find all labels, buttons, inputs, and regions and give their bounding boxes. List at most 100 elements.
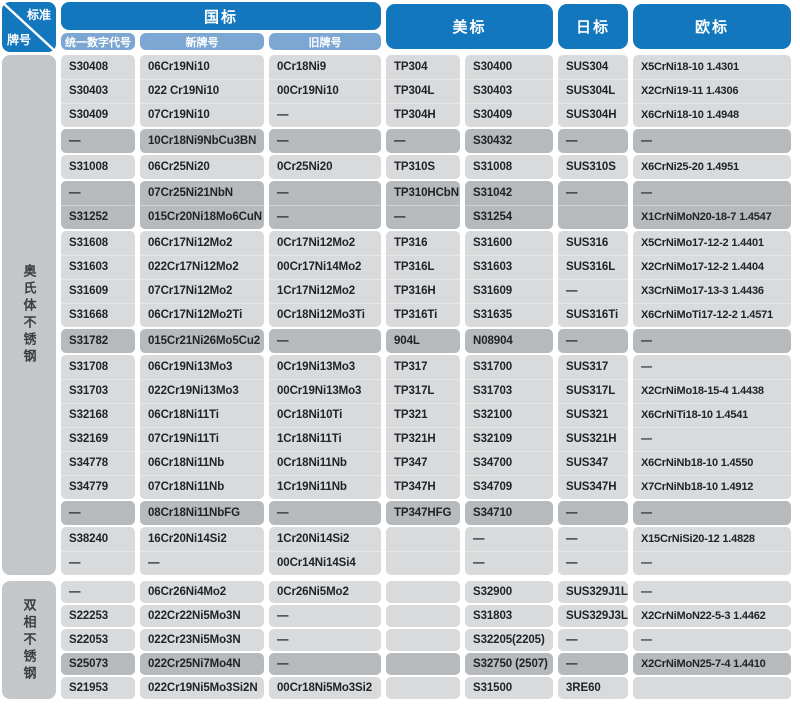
row-group: S38240 16Cr20Ni14Si2 1Cr20Ni14Si2— — X15CrNi… <box>61 527 795 575</box>
cell-new-grade: 022Cr25Ni7Mo4N <box>140 653 264 675</box>
cell-uns-grade: S31600 <box>465 231 553 255</box>
cell-unified-code: S22253 <box>61 605 135 627</box>
cell-astm-grade: TP316 <box>386 231 460 255</box>
cell-astm-grade: TP316Ti <box>386 303 460 327</box>
cell-new-grade: 015Cr20Ni18Mo6CuN <box>140 205 264 229</box>
cell-old-grade: 1Cr17Ni12Mo2 <box>269 279 381 303</box>
cell-en-grade: X1CrNiMoN20-18-7 1.4547 <box>633 205 791 229</box>
cell-unified-code: — <box>61 129 135 153</box>
table-row: S31703 022Cr19Ni13Mo3 00Cr19Ni13Mo3 TP317L S… <box>61 379 795 403</box>
cell-jis-grade: — <box>558 279 628 303</box>
cell-en-grade: — <box>633 129 791 153</box>
cell-new-grade: 022Cr17Ni12Mo2 <box>140 255 264 279</box>
cell-en-grade: X7CrNiNb18-10 1.4912 <box>633 475 791 499</box>
cell-en-grade: X15CrNiSi20-12 1.4828 <box>633 527 791 551</box>
cell-en-grade: X6CrNi25-20 1.4951 <box>633 155 791 179</box>
cell-uns-grade: S30403 <box>465 79 553 103</box>
table-row: S21953 022Cr19Ni5Mo3Si2N 00Cr18Ni5Mo3Si2 S3… <box>61 677 795 699</box>
cell-en-grade: X2CrNiMoN22-5-3 1.4462 <box>633 605 791 627</box>
cell-en-grade: — <box>633 427 791 451</box>
cell-jis-grade: SUS316L <box>558 255 628 279</box>
corner-label-standard: 标准 <box>26 8 51 22</box>
cell-unified-code: S21953 <box>61 677 135 699</box>
cell-astm-grade: TP310S <box>386 155 460 179</box>
section-label-duplex: 双相不锈钢 <box>2 581 56 699</box>
cell-unified-code: S34778 <box>61 451 135 475</box>
cell-unified-code: S31008 <box>61 155 135 179</box>
cell-new-grade: 06Cr26Ni4Mo2 <box>140 581 264 603</box>
cell-old-grade: 1Cr19Ni11Nb <box>269 475 381 499</box>
cell-en-grade: X6CrNiTi18-10 1.4541 <box>633 403 791 427</box>
header-gb: 国标 <box>61 2 381 30</box>
row-group: —08Cr18Ni11NbFG — TP347HFG S34710— — <box>61 501 795 525</box>
header-us: 美标 <box>386 4 553 49</box>
cell-unified-code: S31252 <box>61 205 135 229</box>
cell-jis-grade: SUS329J1L <box>558 581 628 603</box>
cell-new-grade: 07Cr25Ni21NbN <box>140 181 264 205</box>
cell-old-grade: 00Cr18Ni5Mo3Si2 <box>269 677 381 699</box>
cell-unified-code: S31782 <box>61 329 135 353</box>
row-group: S30408 06Cr19Ni10 0Cr18Ni9 TP304 S30400 SUS30… <box>61 55 795 127</box>
cell-unified-code: — <box>61 501 135 525</box>
header-eu: 欧标 <box>633 4 791 49</box>
cell-jis-grade: — <box>558 527 628 551</box>
cell-uns-grade: S32900 <box>465 581 553 603</box>
cell-jis-grade: SUS304 <box>558 55 628 79</box>
cell-uns-grade: S32205(2205) <box>465 629 553 651</box>
cell-unified-code: — <box>61 581 135 603</box>
cell-uns-grade: S31803 <box>465 605 553 627</box>
cell-jis-grade: SUS347 <box>558 451 628 475</box>
table-row: S31782 015Cr21Ni26Mo5Cu2—904L N08904— — <box>61 329 795 353</box>
cell-new-grade: 06Cr17Ni12Mo2Ti <box>140 303 264 327</box>
cell-en-grade: X3CrNiMo17-13-3 1.4436 <box>633 279 791 303</box>
cell-new-grade: 07Cr17Ni12Mo2 <box>140 279 264 303</box>
cell-uns-grade: S30432 <box>465 129 553 153</box>
table-row: S30408 06Cr19Ni10 0Cr18Ni9 TP304 S30400 SUS30… <box>61 55 795 79</box>
cell-new-grade: 06Cr19Ni13Mo3 <box>140 355 264 379</box>
cell-astm-grade <box>386 653 460 675</box>
row-group: S21953 022Cr19Ni5Mo3Si2N 00Cr18Ni5Mo3Si2 S3… <box>61 677 795 699</box>
table-row: —07Cr25Ni21NbN — TP310HCbN S31042— — <box>61 181 795 205</box>
cell-old-grade: 0Cr18Ni11Nb <box>269 451 381 475</box>
cell-jis-grade: — <box>558 329 628 353</box>
cell-jis-grade: SUS317L <box>558 379 628 403</box>
cell-uns-grade: S31603 <box>465 255 553 279</box>
cell-uns-grade: S34710 <box>465 501 553 525</box>
cell-jis-grade: SUS317 <box>558 355 628 379</box>
cell-new-grade: 022Cr22Ni5Mo3N <box>140 605 264 627</box>
cell-old-grade: 1Cr20Ni14Si2 <box>269 527 381 551</box>
row-group: —10Cr18Ni9NbCu3BN — — S30432— — <box>61 129 795 153</box>
table-row: S22053 022Cr23Ni5Mo3N — S32205(2205) — — <box>61 629 795 651</box>
cell-new-grade: 07Cr18Ni11Nb <box>140 475 264 499</box>
table-row: —10Cr18Ni9NbCu3BN — — S30432— — <box>61 129 795 153</box>
table-row: S38240 16Cr20Ni14Si2 1Cr20Ni14Si2— — X15CrNi… <box>61 527 795 551</box>
cell-uns-grade: S31700 <box>465 355 553 379</box>
cell-old-grade: 0Cr25Ni20 <box>269 155 381 179</box>
cell-astm-grade: TP304L <box>386 79 460 103</box>
cell-jis-grade: SUS321H <box>558 427 628 451</box>
cell-jis-grade: 3RE60 <box>558 677 628 699</box>
table-row: S31603 022Cr17Ni12Mo2 00Cr17Ni14Mo2 TP316L S… <box>61 255 795 279</box>
cell-old-grade: — <box>269 501 381 525</box>
section-rows: —06Cr26Ni4Mo2 0Cr26Ni5Mo2 S32900 SUS329J1L —… <box>61 581 795 699</box>
cell-astm-grade <box>386 551 460 575</box>
cell-uns-grade: S31008 <box>465 155 553 179</box>
cell-unified-code: S30403 <box>61 79 135 103</box>
cell-old-grade: — <box>269 605 381 627</box>
row-group: S25073 022Cr25Ni7Mo4N — S32750 (2507) — X2CrN… <box>61 653 795 675</box>
cell-old-grade: 00Cr14Ni14Si4 <box>269 551 381 575</box>
cell-old-grade: — <box>269 181 381 205</box>
header-new-grade: 新牌号 <box>140 33 264 50</box>
cell-new-grade: 022 Cr19Ni10 <box>140 79 264 103</box>
row-group: S31708 06Cr19Ni13Mo3 0Cr19Ni13Mo3 TP317 S317… <box>61 355 795 499</box>
header-old-grade: 旧牌号 <box>269 33 381 50</box>
cell-jis-grade: — <box>558 551 628 575</box>
table-row: S31609 07Cr17Ni12Mo2 1Cr17Ni12Mo2 TP316H S31… <box>61 279 795 303</box>
section-duplex: 双相不锈钢 —06Cr26Ni4Mo2 0Cr26Ni5Mo2 S32900 SUS32… <box>2 581 795 699</box>
cell-unified-code: S22053 <box>61 629 135 651</box>
cell-old-grade: 0Cr18Ni12Mo3Ti <box>269 303 381 327</box>
cell-en-grade: X5CrNiMo17-12-2 1.4401 <box>633 231 791 255</box>
cell-jis-grade: SUS316 <box>558 231 628 255</box>
cell-en-grade: — <box>633 629 791 651</box>
